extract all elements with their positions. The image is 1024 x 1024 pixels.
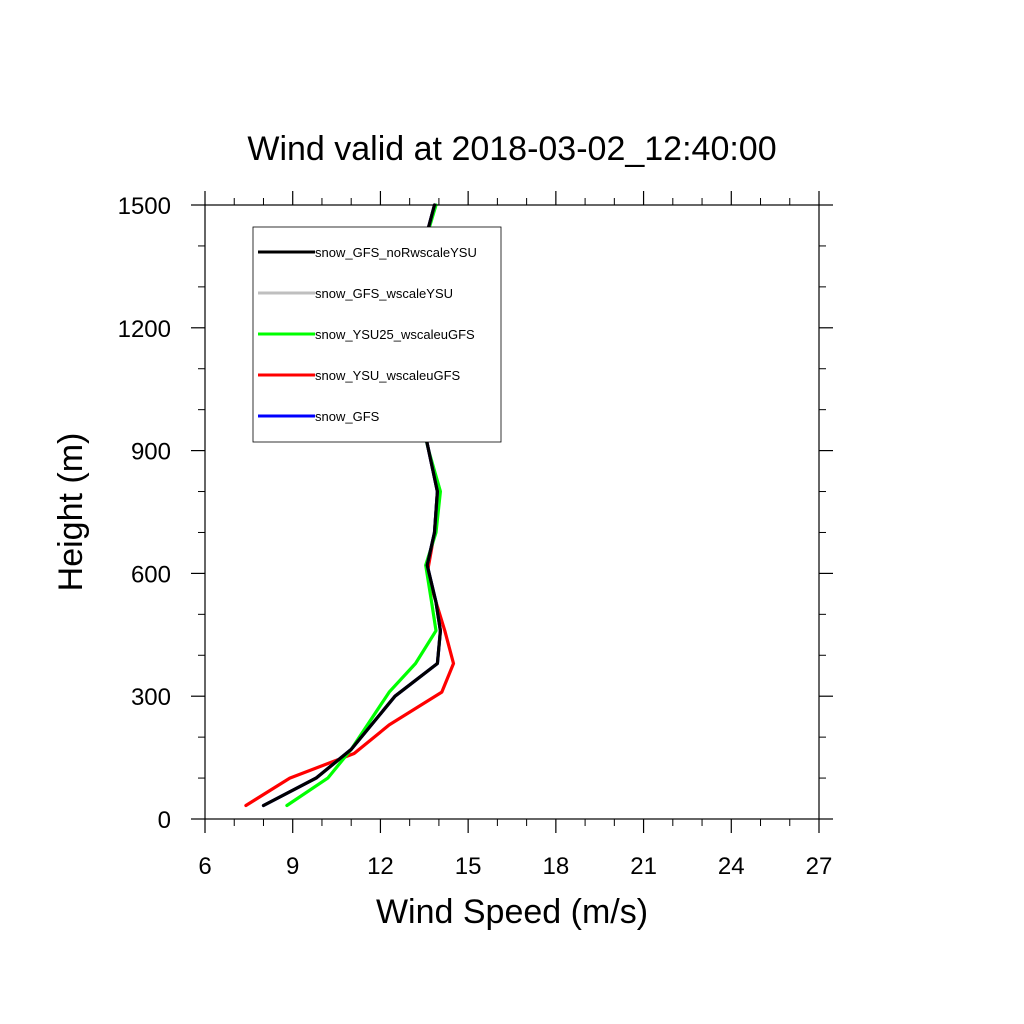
y-tick-label: 1500 <box>118 193 171 220</box>
legend-entry: snow_GFS_noRwscaleYSU <box>315 245 477 260</box>
y-tick-label: 600 <box>131 561 171 588</box>
y-axis-label: Height (m) <box>52 433 90 592</box>
y-tick-label: 1200 <box>118 316 171 343</box>
plot-frame <box>204 204 820 820</box>
legend: snow_GFS_noRwscaleYSU snow_GFS_wscaleYSUs… <box>252 226 502 443</box>
x-tick-label: 24 <box>718 853 745 880</box>
y-tick-label: 900 <box>131 439 171 466</box>
x-tick-label: 6 <box>198 853 211 880</box>
chart-title: Wind valid at 2018-03-02_12:40:00 <box>247 130 776 168</box>
x-axis-label: Wind Speed (m/s) <box>376 893 648 931</box>
x-tick-label: 27 <box>806 853 833 880</box>
y-tick-label: 0 <box>158 807 171 834</box>
x-tick-label: 15 <box>455 853 482 880</box>
x-tick-label: 18 <box>543 853 570 880</box>
x-tick-label: 9 <box>286 853 299 880</box>
tick-labels: 6 9 12 15 18 21 24 27 0 300 600 900 1200 1500 <box>118 193 833 880</box>
x-tick-label: 21 <box>630 853 657 880</box>
tick-marks <box>191 191 833 833</box>
legend-entry: snow_GFS_wscaleYSU <box>315 286 453 301</box>
legend-entry: snow_GFS <box>315 409 380 424</box>
legend-entry: snow_YSU_wscaleuGFS <box>315 368 461 383</box>
legend-entry: snow_YSU25_wscaleuGFS <box>315 327 475 342</box>
x-tick-label: 12 <box>367 853 394 880</box>
y-tick-label: 300 <box>131 684 171 711</box>
